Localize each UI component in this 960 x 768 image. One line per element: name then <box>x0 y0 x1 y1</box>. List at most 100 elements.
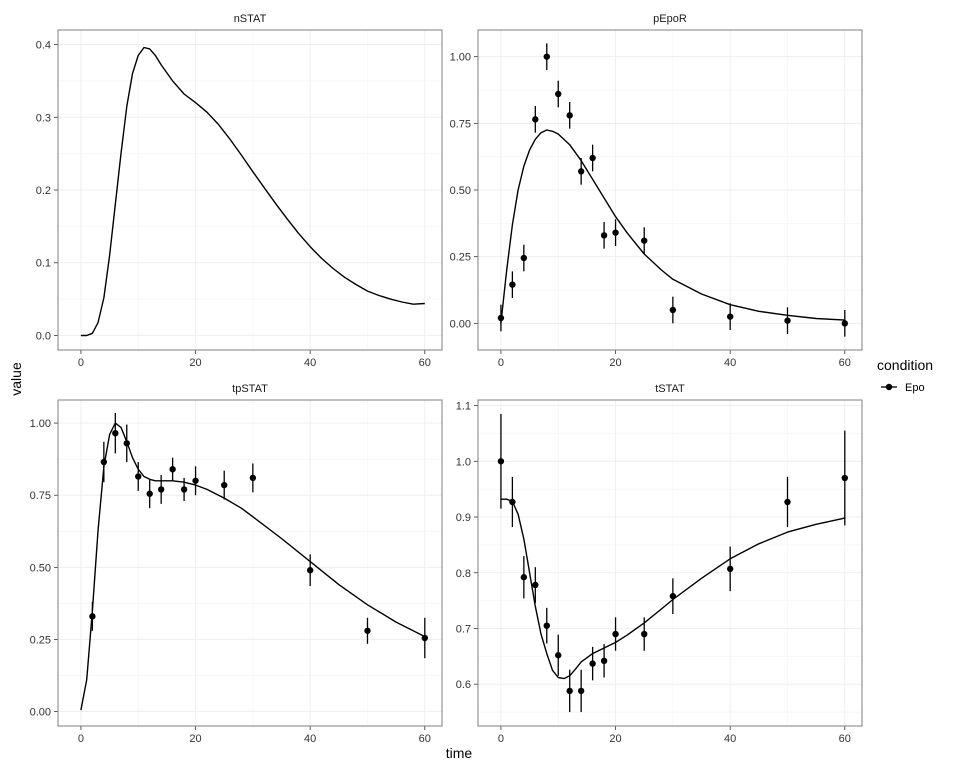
data-point <box>520 254 528 262</box>
y-tick-label: 0.25 <box>30 634 51 646</box>
panel-title-nstat: nSTAT <box>234 13 267 25</box>
data-point <box>421 634 429 642</box>
data-point <box>169 466 176 473</box>
data-point <box>612 229 619 236</box>
x-tick-label: 60 <box>839 357 851 369</box>
y-tick-label: 0.4 <box>36 40 51 52</box>
data-point <box>566 687 573 695</box>
x-tick-label: 40 <box>724 733 736 745</box>
x-tick-label: 60 <box>419 357 431 369</box>
y-tick-label: 0.00 <box>30 707 51 719</box>
model-line-nstat <box>80 46 425 337</box>
x-tick-label: 0 <box>498 733 504 745</box>
y-tick-label: 1.00 <box>30 418 51 430</box>
data-point <box>841 474 849 482</box>
data-point <box>157 486 165 493</box>
data-point <box>600 657 608 664</box>
data-point <box>123 440 130 447</box>
y-tick-label: 0.7 <box>456 623 471 635</box>
data-point <box>100 458 108 466</box>
data-point <box>509 498 516 506</box>
data-point <box>555 90 562 98</box>
data-point <box>543 622 550 629</box>
model-line-tpstat <box>80 422 426 711</box>
x-tick-label: 40 <box>304 357 316 369</box>
data-point <box>89 613 96 620</box>
model-line-pepor <box>500 129 845 324</box>
panel-border <box>57 399 443 727</box>
data-point <box>669 592 677 600</box>
y-tick-label: 0.50 <box>30 562 51 574</box>
x-tick-label: 40 <box>304 733 316 745</box>
x-tick-label: 20 <box>189 357 201 369</box>
data-point <box>669 306 677 314</box>
x-axis-title: time <box>446 745 473 761</box>
data-point <box>589 660 596 667</box>
y-tick-label: 0.6 <box>456 679 471 691</box>
data-point <box>135 473 142 480</box>
data-point <box>509 281 516 288</box>
x-tick-label: 60 <box>419 733 431 745</box>
y-tick-label: 1.00 <box>450 52 471 64</box>
data-point <box>364 627 371 634</box>
panel-title-tpstat: tpSTAT <box>232 383 268 395</box>
x-tick-label: 0 <box>78 733 84 745</box>
data-point <box>192 477 199 484</box>
panels-group: nSTAT 0 20 40 60 0.0 0.1 0.2 0.3 0.4 pEpoR 0 20 40 60 0… <box>30 13 863 745</box>
panel-border <box>477 29 863 351</box>
y-tick-label: 1.1 <box>456 401 471 413</box>
data-point <box>784 498 791 506</box>
legend-label-epo: Epo <box>905 382 925 394</box>
y-tick-label: 1.0 <box>456 456 471 468</box>
panel-title-tstat: tSTAT <box>655 383 685 395</box>
data-point <box>112 429 119 437</box>
y-tick-label: 0.75 <box>450 118 471 130</box>
y-tick-label: 0.25 <box>450 252 471 264</box>
legend-title: condition <box>877 357 933 373</box>
data-point <box>566 112 573 119</box>
data-point <box>641 630 648 638</box>
panel-tstat: tSTAT 0 20 40 60 0.6 0.7 0.8 0.9 1.0 1.1 <box>456 383 863 745</box>
data-point <box>180 486 188 493</box>
data-point <box>641 237 648 244</box>
data-point <box>841 320 849 327</box>
data-point <box>555 652 562 659</box>
x-tick-label: 20 <box>609 357 621 369</box>
x-tick-label: 20 <box>609 733 621 745</box>
data-point <box>726 313 734 320</box>
plot-background <box>478 400 862 726</box>
panel-nstat: nSTAT 0 20 40 60 0.0 0.1 0.2 0.3 0.4 <box>36 13 443 369</box>
data-point <box>306 567 314 574</box>
data-point <box>497 314 505 322</box>
y-tick-label: 0.00 <box>450 318 471 330</box>
panel-tpstat: tpSTAT 0 20 40 60 0.00 0.25 0.50 0.75 1.00 <box>30 383 443 745</box>
y-tick-label: 0.8 <box>456 568 471 580</box>
y-tick-label: 0.75 <box>30 490 51 502</box>
data-point <box>146 490 153 497</box>
y-tick-label: 0.1 <box>36 258 51 270</box>
data-point <box>221 481 228 489</box>
y-tick-label: 0.3 <box>36 112 51 124</box>
panel-border <box>477 399 863 727</box>
data-point <box>784 317 791 324</box>
x-tick-label: 0 <box>498 357 504 369</box>
x-tick-label: 0 <box>78 357 84 369</box>
data-point <box>577 168 585 175</box>
x-tick-label: 60 <box>839 733 851 745</box>
data-point <box>532 581 539 589</box>
y-tick-label: 0.50 <box>450 185 471 197</box>
x-tick-label: 20 <box>189 733 201 745</box>
data-point <box>589 154 596 162</box>
data-point <box>726 565 734 573</box>
data-point <box>520 574 528 581</box>
y-tick-label: 0.2 <box>36 185 51 197</box>
y-tick-label: 0.0 <box>36 330 51 342</box>
plot-background <box>58 400 442 726</box>
data-point <box>249 474 257 482</box>
data-point <box>600 232 608 239</box>
data-point <box>497 458 505 465</box>
legend: condition Epo <box>877 357 933 394</box>
data-point <box>612 630 619 638</box>
x-tick-label: 40 <box>724 357 736 369</box>
